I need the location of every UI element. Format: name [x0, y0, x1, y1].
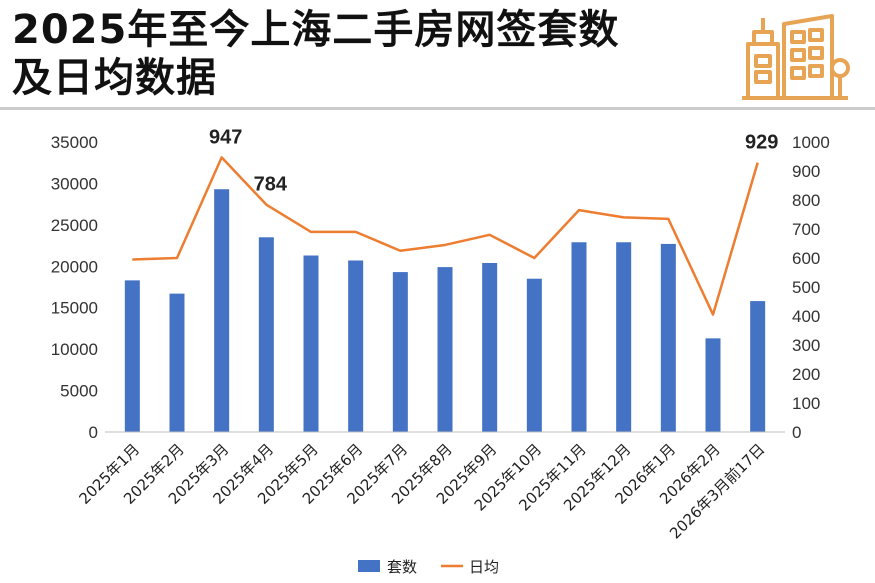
left-tick-label: 0: [89, 423, 98, 442]
right-tick-label: 200: [792, 365, 820, 384]
bar: [348, 260, 364, 432]
data-label: 947: [209, 126, 242, 148]
bar: [303, 255, 319, 432]
title-line-2: 及日均数据: [12, 55, 217, 101]
right-y-axis: 0 100 200 300 400 500 600 700 800 900 1000: [792, 133, 830, 442]
right-tick-label: 900: [792, 162, 820, 181]
right-tick-label: 800: [792, 191, 820, 210]
bar: [526, 278, 542, 432]
left-tick-label: 30000: [51, 174, 98, 193]
right-tick-label: 300: [792, 336, 820, 355]
bar: [571, 242, 587, 432]
left-tick-label: 15000: [51, 299, 98, 318]
bar: [124, 280, 140, 432]
bar-series: [124, 189, 766, 432]
buildings-icon: [742, 14, 850, 100]
bar: [482, 262, 498, 432]
left-tick-label: 5000: [60, 382, 98, 401]
right-tick-label: 700: [792, 220, 820, 239]
bar: [214, 189, 230, 432]
data-label: 784: [254, 174, 288, 196]
bar: [169, 293, 185, 432]
bar: [392, 272, 408, 432]
right-tick-label: 100: [792, 394, 820, 413]
legend-swatch-bar: [358, 560, 380, 572]
left-tick-label: 35000: [51, 133, 98, 152]
left-tick-label: 10000: [51, 340, 98, 359]
right-tick-label: 400: [792, 307, 820, 326]
bar: [616, 242, 632, 432]
left-y-axis: 0 5000 10000 15000 20000 25000 30000 35000: [51, 133, 98, 442]
right-tick-label: 600: [792, 249, 820, 268]
line-series: [132, 156, 759, 316]
combo-chart: 0 5000 10000 15000 20000 25000 30000 35000 0 100…: [51, 126, 830, 576]
legend-label: 套数: [387, 558, 417, 576]
legend-label: 日均: [469, 558, 499, 576]
right-tick-label: 500: [792, 278, 820, 297]
bar: [437, 267, 453, 432]
x-axis: 2025年1月2025年2月2025年3月2025年4月2025年5月2025年…: [75, 431, 785, 542]
left-tick-label: 25000: [51, 216, 98, 235]
bar: [660, 243, 676, 432]
bar: [705, 338, 721, 432]
left-tick-label: 20000: [51, 257, 98, 276]
annotations: 947 784 929: [209, 126, 778, 195]
bar: [258, 237, 274, 432]
data-label: 929: [745, 132, 778, 154]
title-line-1: 2025年至今上海二手房网签套数: [12, 7, 620, 53]
legend: 套数 日均: [358, 558, 499, 576]
title-divider: [0, 107, 875, 110]
right-tick-label: 1000: [792, 133, 830, 152]
bar: [750, 301, 766, 432]
chart-title: 2025年至今上海二手房网签套数 及日均数据: [12, 6, 712, 102]
right-tick-label: 0: [792, 423, 801, 442]
